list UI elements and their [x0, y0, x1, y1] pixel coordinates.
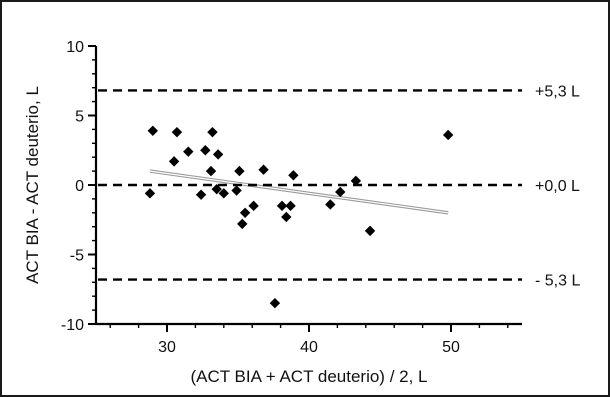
- x-tick-label: 30: [158, 339, 176, 356]
- reference-line-label: +5,3 L: [535, 83, 580, 100]
- data-point: [239, 207, 251, 218]
- data-point: [281, 211, 292, 223]
- data-point: [171, 126, 183, 138]
- x-axis-label: (ACT BIA + ACT deuterio) / 2, L: [190, 367, 427, 386]
- y-tick-label: 5: [75, 109, 84, 126]
- data-point: [205, 165, 217, 177]
- data-point: [231, 185, 242, 196]
- data-point: [258, 164, 269, 175]
- data-point: [211, 183, 222, 195]
- trend-line-layer: [149, 169, 449, 215]
- data-point: [325, 199, 336, 210]
- data-point: [147, 125, 158, 136]
- data-point: [218, 188, 229, 199]
- data-point: [276, 200, 288, 212]
- y-axis-label: ACT BIA - ACT deuterio, L: [23, 86, 42, 284]
- data-point: [200, 145, 211, 156]
- x-tick-label: 50: [442, 339, 460, 356]
- data-point: [248, 200, 259, 212]
- data-point: [269, 297, 281, 309]
- reference-lines-layer: +5,3 L +0,0 L - 5,3 L: [98, 83, 580, 290]
- data-point: [144, 188, 156, 199]
- y-tick-label: 10: [66, 39, 84, 56]
- data-point: [285, 200, 296, 212]
- reference-line-label: - 5,3 L: [535, 273, 580, 290]
- data-point: [350, 175, 362, 187]
- trend-line-core: [149, 170, 449, 214]
- data-point: [442, 129, 454, 141]
- data-point: [207, 126, 218, 138]
- data-point: [234, 165, 245, 177]
- reference-line-label: +0,0 L: [535, 178, 580, 195]
- y-tick-label: -10: [61, 317, 84, 334]
- data-points-layer: [144, 125, 454, 309]
- data-point: [364, 225, 376, 237]
- data-point: [335, 186, 346, 198]
- data-point: [288, 170, 299, 181]
- data-point: [195, 189, 207, 200]
- y-tick-label: -5: [70, 248, 84, 265]
- data-point: [183, 146, 194, 157]
- data-point: [212, 149, 224, 160]
- data-point: [237, 218, 248, 230]
- y-tick-label: 0: [75, 178, 84, 195]
- x-tick-label: 40: [300, 339, 318, 356]
- data-point: [168, 156, 180, 167]
